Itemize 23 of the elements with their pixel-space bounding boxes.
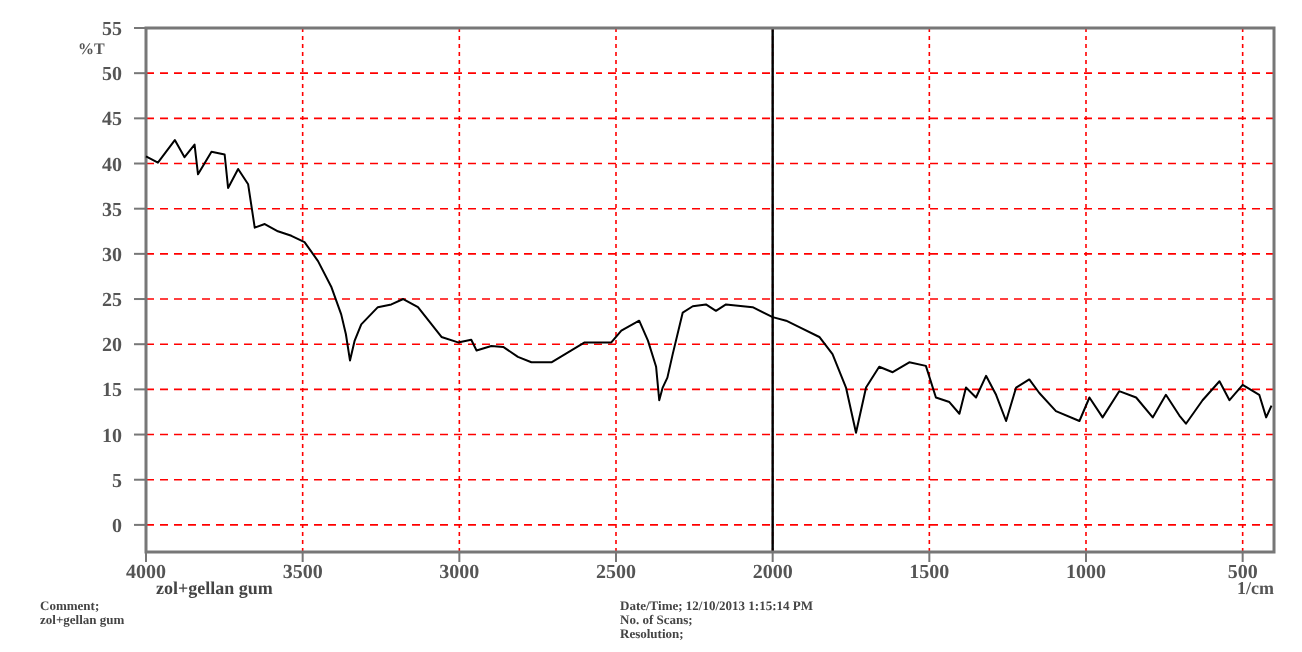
x-tick-label: 2000 <box>752 562 793 584</box>
x-tick-label: 4000 <box>126 562 166 584</box>
y-tick-label: 30 <box>102 244 122 267</box>
x-tick-label: 3500 <box>282 562 323 584</box>
y-tick-label: 40 <box>102 154 122 177</box>
y-tick-label: 35 <box>102 199 122 222</box>
y-tick-label: 5 <box>112 470 122 493</box>
x-tick-label: 3000 <box>439 562 480 584</box>
x-tick-label: 1500 <box>909 562 950 584</box>
y-tick-label: 45 <box>102 109 122 132</box>
x-tick-label: 2500 <box>596 562 636 584</box>
y-tick-label: 20 <box>102 335 122 358</box>
y-tick-label: 55 <box>102 19 122 41</box>
x-tick-label: 1000 <box>1066 562 1106 584</box>
y-tick-label: 15 <box>102 380 122 403</box>
y-tick-label: 50 <box>102 64 122 87</box>
text: zol+gellan gum <box>156 578 274 598</box>
x-tick-label: 500 <box>1227 562 1258 584</box>
x-axis-title: 1/cm <box>1237 578 1275 598</box>
y-tick-label: 10 <box>102 425 122 448</box>
y-tick-label: 25 <box>102 290 122 313</box>
y-tick-label: 0 <box>112 515 122 538</box>
y-axis-title: %T <box>78 40 106 58</box>
